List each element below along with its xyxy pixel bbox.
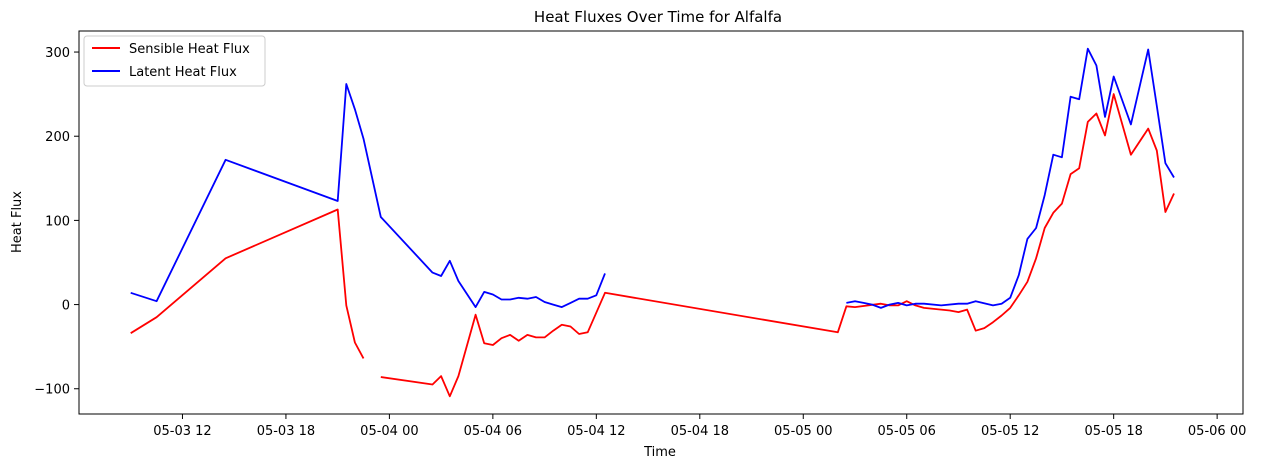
series-line-segment: [130, 83, 606, 309]
chart-title: Heat Fluxes Over Time for Alfalfa: [534, 8, 782, 26]
x-tick-label: 05-05 12: [981, 424, 1039, 439]
legend-box: [83, 35, 266, 87]
x-axis: 05-03 12 05-03 18 05-04 00 05-04 06 05-04 12…: [153, 414, 1246, 439]
y-axis-title: Heat Flux: [10, 191, 25, 253]
series-line-segment: [380, 93, 1175, 398]
y-tick-label: 300: [45, 46, 70, 61]
x-tick-label: 05-04 12: [567, 424, 625, 439]
series-line-segment: [130, 208, 365, 359]
x-tick-label: 05-05 00: [774, 424, 832, 439]
series-line-segment: [846, 47, 1175, 309]
series-sensible: [130, 93, 1175, 398]
legend: Sensible Heat Flux Latent Heat Flux: [83, 35, 266, 87]
legend-label-sensible: Sensible Heat Flux: [129, 42, 250, 57]
y-tick-label: 200: [45, 130, 70, 145]
y-axis: −100 0 100 200 300: [34, 46, 79, 398]
legend-label-latent: Latent Heat Flux: [129, 65, 237, 80]
y-tick-label: 100: [45, 214, 70, 229]
y-tick-label: 0: [62, 299, 70, 314]
series-latent: [130, 47, 1175, 309]
plot-frame: [78, 30, 1244, 415]
x-tick-label: 05-04 00: [360, 424, 418, 439]
x-tick-label: 05-06 00: [1188, 424, 1246, 439]
x-tick-label: 05-04 18: [671, 424, 729, 439]
x-axis-title: Time: [643, 445, 676, 460]
x-tick-label: 05-03 18: [257, 424, 315, 439]
x-tick-label: 05-03 12: [153, 424, 211, 439]
x-tick-label: 05-05 18: [1084, 424, 1142, 439]
x-tick-label: 05-04 06: [464, 424, 522, 439]
y-tick-label: −100: [34, 383, 70, 398]
x-tick-label: 05-05 06: [878, 424, 936, 439]
series-layer: [130, 47, 1175, 398]
